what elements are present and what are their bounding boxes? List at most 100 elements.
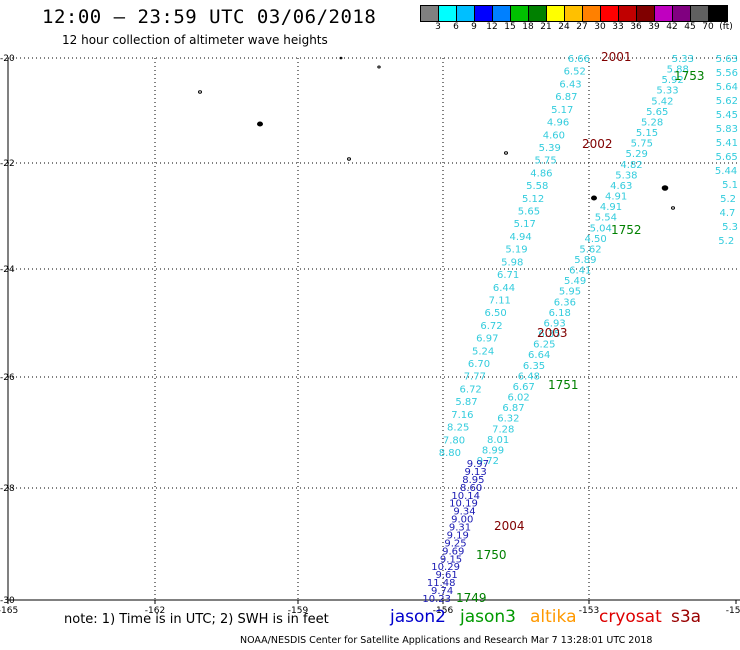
- wave-height-label: 6.43: [559, 79, 581, 90]
- y-tick-label: -28: [0, 484, 15, 494]
- color-swatch: [511, 6, 529, 21]
- wave-height-label: 6.72: [480, 321, 502, 332]
- wave-height-label: 8.25: [447, 423, 469, 434]
- y-tick-label: -26: [0, 373, 15, 383]
- wave-height-label: 6.25: [533, 340, 555, 351]
- color-legend-label: 45: [684, 22, 696, 32]
- wave-height-label: 5.17: [551, 105, 573, 116]
- x-tick-label: -159: [288, 606, 309, 616]
- time-label: 1751: [548, 378, 579, 392]
- wave-height-label: 9.74: [431, 586, 453, 597]
- wave-height-label: 5.1: [722, 180, 738, 191]
- wave-height-label: 8.95: [462, 475, 484, 486]
- wave-height-label: 5.39: [539, 143, 561, 154]
- wave-height-label: 9.00: [451, 515, 473, 526]
- wave-height-label: 7.28: [492, 424, 514, 435]
- time-label: 2003: [537, 326, 568, 340]
- wave-height-label: 5.2: [718, 236, 734, 247]
- island: [257, 121, 263, 127]
- wave-height-label: 4.50: [584, 234, 606, 245]
- time-label: 2004: [494, 519, 525, 533]
- wave-height-label: 5.3: [722, 222, 738, 233]
- time-label: 2001: [601, 50, 632, 64]
- altimeter-tracks: 6.666.526.436.875.174.964.605.395.754.86…: [422, 54, 738, 605]
- wave-height-label: 6.97: [476, 334, 498, 345]
- wave-height-label: 5.28: [641, 117, 663, 128]
- color-legend-label: 21: [540, 22, 552, 32]
- satellite-legend-s3a: s3a: [671, 607, 702, 627]
- wave-height-label: 6.41: [569, 266, 591, 277]
- color-legend-label: 70: [702, 22, 714, 32]
- color-swatch: [709, 6, 727, 21]
- wave-height-label: 6.02: [508, 393, 530, 404]
- island: [591, 195, 597, 201]
- color-swatch: [583, 6, 601, 21]
- color-swatch: [619, 6, 637, 21]
- wave-height-label: 6.36: [554, 297, 576, 308]
- wave-height-label: 5.29: [626, 149, 648, 160]
- wave-height-label: 6.87: [555, 92, 577, 103]
- wave-height-label: 6.93: [543, 318, 565, 329]
- axis-ticks: -165 -162 -159 -156 -153 -150 -20 -22 -24 -26 -28 -…: [0, 54, 740, 616]
- wave-height-label: 6.72: [460, 384, 482, 395]
- color-legend-label: 30: [594, 22, 606, 32]
- wave-height-label: 5.87: [455, 397, 477, 408]
- color-swatch: [475, 6, 493, 21]
- wave-height-label: 9.25: [444, 538, 466, 549]
- wave-height-label: 6.32: [497, 414, 519, 425]
- color-swatch: [529, 6, 547, 21]
- color-legend-label: 6: [453, 22, 459, 32]
- wave-height-label: 9.19: [447, 530, 469, 541]
- wave-height-label: 5.63: [716, 54, 738, 65]
- wave-height-label: 7.16: [451, 410, 473, 421]
- satellite-legend-jason2: jason2: [390, 607, 446, 627]
- satellite-legend-cryosat: cryosat: [599, 607, 662, 627]
- wave-height-label: 5.65: [518, 207, 540, 218]
- wave-height-label: 5.56: [716, 68, 738, 79]
- color-swatch: [439, 6, 457, 21]
- wave-height-label: 6.18: [549, 308, 571, 319]
- color-legend-label: 24: [558, 22, 570, 32]
- wave-height-label: 9.97: [467, 459, 489, 470]
- wave-height-label: 5.98: [501, 257, 523, 268]
- color-legend-label: 12: [486, 22, 498, 32]
- wave-height-label: 5.04: [590, 223, 612, 234]
- wave-height-label: 5.62: [716, 96, 738, 107]
- x-tick-label: -162: [145, 606, 165, 616]
- color-legend-label: 18: [522, 22, 534, 32]
- wave-height-label: 5.65: [646, 107, 668, 118]
- island: [198, 90, 202, 94]
- wave-height-label: 9.61: [435, 570, 457, 581]
- wave-height-label: 9.31: [449, 523, 471, 534]
- wave-height-label: 6.67: [513, 382, 535, 393]
- wave-height-label: 6.64: [528, 350, 550, 361]
- wave-height-label: 4.7: [719, 208, 735, 219]
- wave-height-label: 5.19: [505, 245, 527, 256]
- wave-height-label: 5.44: [715, 166, 737, 177]
- island: [661, 185, 669, 191]
- wave-height-label: 9.15: [440, 554, 462, 565]
- y-tick-label: -24: [0, 265, 15, 275]
- satellite-legend-altika: altika: [530, 607, 577, 627]
- color-swatch: [637, 6, 655, 21]
- time-label: 1753: [674, 69, 705, 83]
- color-legend-label: 39: [648, 22, 660, 32]
- footer-note: note: 1) Time is in UTC; 2) SWH is in fe…: [64, 612, 329, 627]
- x-tick-label: -165: [0, 606, 18, 616]
- wave-height-label: 9.13: [464, 467, 486, 478]
- wave-height-label: 5.64: [716, 82, 738, 93]
- wave-height-label: 5.17: [514, 219, 536, 230]
- y-tick-label: -20: [0, 54, 15, 64]
- wave-height-label: 7.11: [489, 295, 511, 306]
- time-label: 2002: [582, 137, 613, 151]
- wave-height-label: 4.63: [610, 181, 632, 192]
- x-tick-label: -156: [433, 606, 454, 616]
- page-title: 12:00 – 23:59 UTC 03/06/2018: [42, 6, 377, 28]
- wave-height-label: 5.89: [574, 255, 596, 266]
- credit-line: NOAA/NESDIS Center for Satellite Applica…: [240, 635, 653, 646]
- color-legend-label: 15: [504, 22, 516, 32]
- wave-height-label: 4.82: [620, 160, 642, 171]
- color-legend-label: 42: [666, 22, 678, 32]
- time-label: 1749: [456, 591, 487, 605]
- y-tick-label: -30: [0, 596, 15, 606]
